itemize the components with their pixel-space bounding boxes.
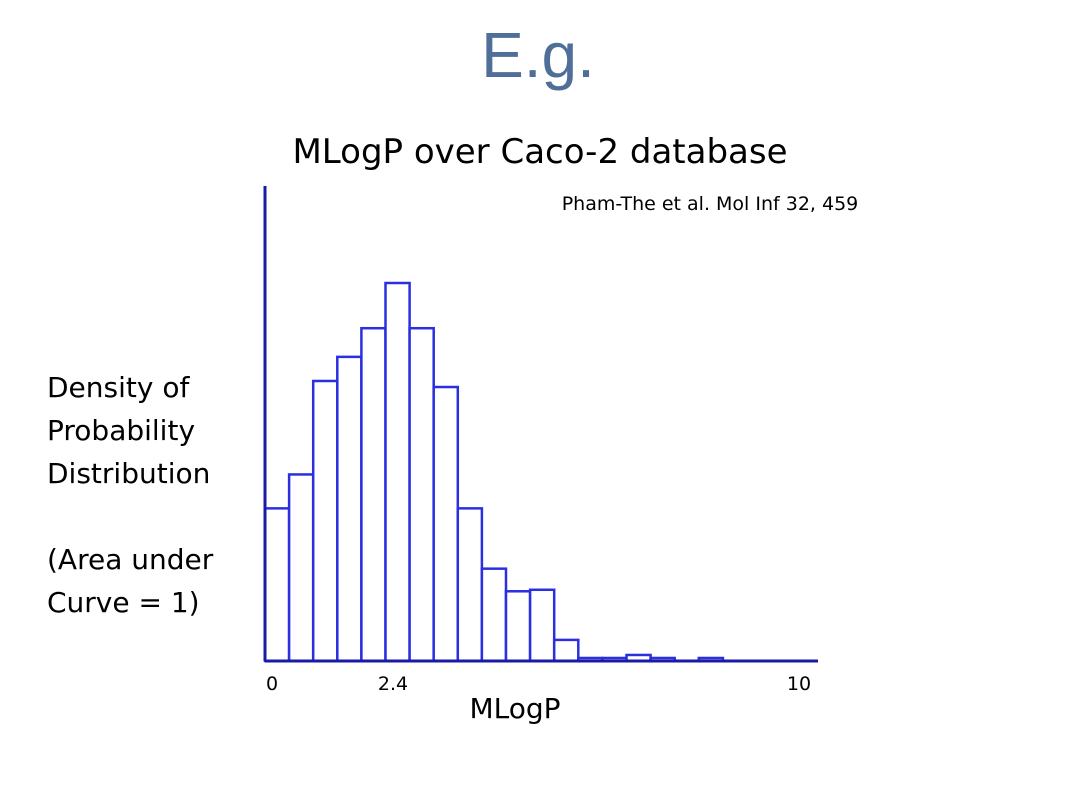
chart-title: MLogP over Caco-2 database	[292, 132, 788, 172]
histogram-bar	[336, 355, 363, 663]
histogram-bar	[287, 473, 315, 663]
y-axis-label-line: (Area under	[47, 543, 214, 576]
y-axis-label-line: Curve = 1)	[47, 586, 200, 619]
x-tick-label: 10	[787, 673, 811, 695]
histogram-bar	[528, 588, 556, 663]
x-tick-labels: 0 2.4 10	[266, 673, 811, 695]
x-axis-label: MLogP	[469, 692, 561, 725]
histogram-bar	[311, 379, 339, 663]
histogram-bar	[263, 507, 291, 663]
histogram-bar	[480, 567, 508, 663]
chart-axes	[263, 186, 818, 663]
histogram-bar	[456, 507, 484, 663]
histogram-bar	[408, 326, 435, 663]
y-axis-label-line: Distribution	[47, 457, 211, 490]
histogram-bar	[552, 638, 580, 663]
histogram-bars	[263, 281, 725, 663]
histogram-bar	[384, 281, 411, 663]
slide-title: E.g.	[481, 19, 595, 91]
histogram-bar	[432, 385, 460, 663]
histogram-bar	[360, 326, 387, 663]
y-axis-label-line: Density of	[47, 371, 190, 404]
x-tick-label: 2.4	[378, 673, 408, 695]
histogram-bar	[504, 590, 532, 663]
x-tick-label: 0	[266, 673, 278, 695]
y-axis-label-line: Probability	[47, 414, 196, 447]
y-axis-label: Density of Probability Distribution (Are…	[47, 366, 257, 624]
citation-text: Pham-The et al. Mol Inf 32, 459	[561, 193, 859, 215]
